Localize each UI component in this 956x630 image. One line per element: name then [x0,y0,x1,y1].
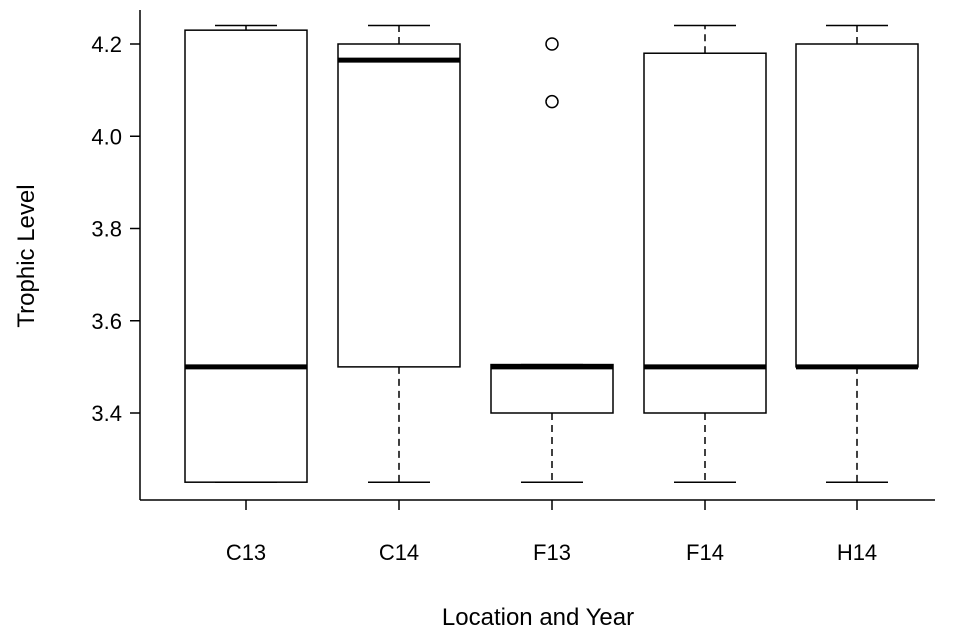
y-tick-label: 3.6 [91,309,122,334]
x-tick-label: H14 [837,540,877,565]
x-tick-label: F13 [533,540,571,565]
y-tick-label: 3.8 [91,217,122,242]
y-tick-label: 4.0 [91,124,122,149]
x-tick-label: C13 [226,540,266,565]
y-axis-label: Trophic Level [13,184,40,327]
x-axis-label: Location and Year [442,604,634,630]
box-f14 [643,24,767,483]
axis-labels: Location and Year Trophic Level [13,184,634,630]
y-tick-label: 4.2 [91,32,122,57]
x-tick-label: F14 [686,540,724,565]
interquartile-box [795,43,919,368]
interquartile-box [643,52,767,414]
box-c14 [337,24,461,483]
interquartile-box [490,363,614,414]
y-tick-label: 3.4 [91,401,122,426]
outlier-point [545,94,559,109]
x-tick-label: C14 [379,540,419,565]
axes: 3.4 3.6 3.8 4.0 4.2 C13 C14 F13 F14 H14 [91,10,935,565]
box-c13 [184,24,308,483]
interquartile-box [337,43,461,368]
outlier-point [545,37,559,51]
boxes [184,24,919,483]
box-f13 [490,37,614,483]
box-h14 [795,24,919,483]
interquartile-box [184,29,308,483]
